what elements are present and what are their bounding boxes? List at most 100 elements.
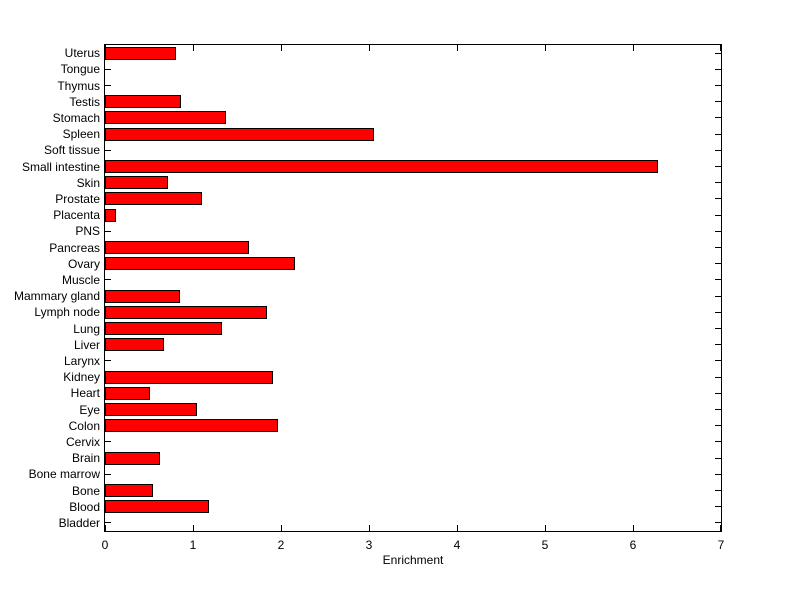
x-tick-mark [632,45,634,51]
y-tick-label: Muscle [61,272,100,287]
y-tick-label: Larynx [63,353,100,368]
y-tick-mark [105,360,111,362]
y-tick-label: Blood [69,499,100,514]
x-tick-label: 4 [453,538,461,552]
y-tick-mark [105,522,111,524]
x-tick-mark [192,45,194,51]
y-tick-label: Lymph node [34,305,100,320]
x-tick-mark [192,525,194,531]
y-tick-mark [105,85,111,86]
y-tick-label: Spleen [62,127,100,142]
y-tick-mark [715,101,721,103]
x-tick-label: 7 [717,538,725,552]
bar [105,289,180,303]
y-tick-mark [105,279,111,281]
bar [105,500,209,514]
y-tick-label: Heart [70,386,100,401]
y-tick-label: Placenta [53,208,100,223]
y-tick-mark [105,441,111,443]
y-tick-mark [715,263,721,265]
y-tick-mark [715,328,721,329]
y-tick-label: Soft tissue [43,143,100,158]
bar [105,370,274,384]
bar [105,419,278,433]
y-tick-label: Mammary gland [13,289,100,304]
bar [105,176,168,190]
y-tick-label: Kidney [63,370,100,385]
y-tick-mark [715,52,721,54]
bar [105,322,222,335]
y-tick-label: Eye [79,402,100,417]
y-tick-mark [715,425,721,427]
y-tick-mark [715,133,721,135]
bar [105,305,267,319]
y-tick-mark [715,247,721,248]
y-tick-label: Small intestine [21,159,100,174]
y-tick-mark [715,344,721,346]
y-tick-mark [105,230,111,232]
y-tick-mark [715,230,721,232]
y-tick-label: Bone marrow [28,467,100,482]
y-tick-label: Thymus [57,78,100,93]
y-tick-mark [715,182,721,184]
y-tick-mark [715,392,721,394]
bar [105,192,202,206]
y-tick-mark [715,409,721,410]
bar [105,127,375,141]
y-tick-mark [715,117,721,119]
x-tick-label: 6 [629,538,637,552]
y-tick-label: Pancreas [49,240,100,255]
y-tick-label: Brain [71,451,100,466]
y-tick-label: Tongue [60,62,100,77]
x-tick-mark [720,525,721,531]
y-tick-label: Ovary [67,256,100,271]
x-tick-label: 0 [101,538,109,552]
y-tick-mark [715,506,721,508]
bar [105,257,296,271]
x-tick-label: 5 [541,538,549,552]
x-tick-mark [720,45,721,51]
bar [105,403,198,416]
y-tick-mark [715,311,721,313]
y-tick-mark [105,68,111,70]
y-tick-label: Prostate [55,191,100,206]
x-tick-label: 1 [189,538,197,552]
x-tick-label: 2 [277,538,285,552]
y-tick-mark [715,490,721,491]
bar [105,95,181,109]
y-tick-mark [105,473,111,475]
x-tick-mark [456,45,458,51]
y-tick-mark [715,279,721,281]
x-tick-mark [632,525,634,531]
y-tick-mark [715,166,721,167]
y-tick-label: Lung [73,321,100,336]
x-tick-label: 3 [365,538,373,552]
bar [105,160,658,173]
y-tick-mark [715,198,721,200]
bar [105,484,153,497]
y-tick-label: Uterus [64,46,100,61]
y-tick-mark [715,522,721,524]
y-tick-mark [715,376,721,378]
x-tick-mark [280,525,282,531]
y-tick-label: Skin [76,175,100,190]
y-tick-mark [715,214,721,216]
bar [105,338,164,352]
y-tick-mark [715,360,721,362]
bar [105,386,150,400]
x-tick-mark [105,525,106,531]
plot-area [104,44,722,532]
x-tick-mark [544,45,546,51]
x-tick-mark [368,525,370,531]
x-tick-mark [280,45,282,51]
y-tick-label: Cervix [65,434,100,449]
bar [105,451,161,465]
y-tick-mark [105,149,111,151]
y-tick-label: Stomach [52,110,100,125]
x-axis-label: Enrichment [382,553,444,567]
bar [105,241,250,254]
bar [105,46,177,60]
y-tick-mark [715,441,721,443]
bar [105,111,226,125]
